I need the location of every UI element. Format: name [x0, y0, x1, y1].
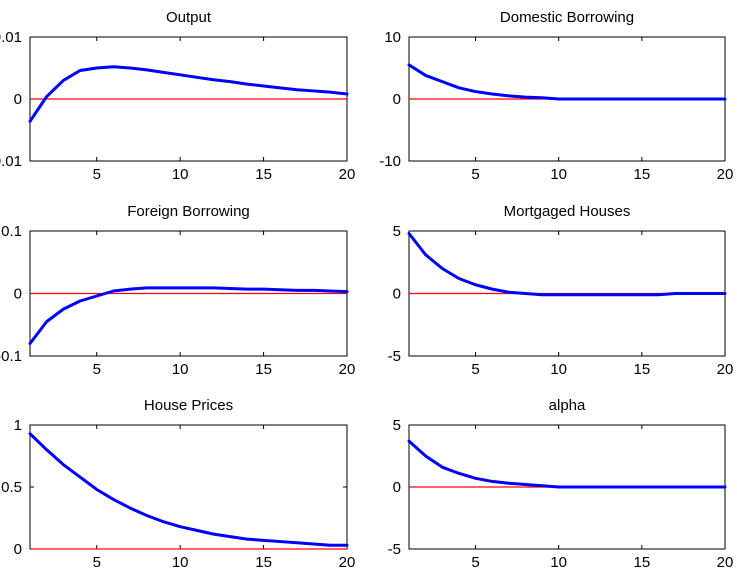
series-line	[407, 439, 727, 489]
subplot-title: alpha	[549, 397, 586, 414]
y-tick-label: 0.01	[0, 29, 22, 46]
series-line	[407, 232, 727, 297]
subplot-title: House Prices	[144, 397, 233, 414]
y-tick-label: 0	[393, 91, 401, 108]
x-tick-label: 5	[93, 166, 101, 183]
subplot-1: Output 5 10 15 20 -0.01 0 0.01	[0, 9, 355, 183]
y-tick-label: -5	[388, 541, 401, 558]
x-tick-label: 5	[471, 361, 479, 378]
x-tick-label: 20	[717, 554, 734, 571]
y-tick-label: 10	[384, 29, 401, 46]
x-tick-label: 20	[339, 554, 356, 571]
x-tick-label: 5	[93, 554, 101, 571]
subplot-5: House Prices 5 10 15 20 0 0.5 1	[1, 397, 355, 571]
x-tick-label: 15	[255, 554, 272, 571]
subplot-2: Domestic Borrowing 5 10 15 20 -10 0 10	[379, 9, 733, 183]
y-tick-label: 0	[393, 286, 401, 303]
y-tick-label: 0	[14, 91, 22, 108]
series-line	[407, 63, 727, 101]
y-tick-label: 0	[14, 286, 22, 303]
y-tick-label: -10	[379, 153, 401, 170]
x-tick-label: 15	[633, 554, 650, 571]
series-line	[28, 432, 349, 547]
x-tick-label: 20	[339, 361, 356, 378]
x-tick-label: 15	[255, 166, 272, 183]
x-tick-label: 5	[471, 554, 479, 571]
x-tick-label: 15	[633, 166, 650, 183]
subplot-4: Mortgaged Houses 5 10 15 20 -5 0 5	[388, 203, 734, 378]
series-line	[28, 286, 349, 345]
series-line	[28, 65, 349, 123]
y-tick-label: 0.1	[1, 223, 22, 240]
y-tick-label: 5	[393, 417, 401, 434]
x-tick-label: 15	[255, 361, 272, 378]
y-tick-label: -5	[388, 348, 401, 365]
x-tick-label: 10	[550, 361, 567, 378]
subplot-3: Foreign Borrowing 5 10 15 20 -0.1 0 0.1	[0, 203, 355, 378]
x-tick-label: 5	[93, 361, 101, 378]
x-tick-label: 10	[172, 166, 189, 183]
y-tick-label: -0.1	[0, 348, 22, 365]
x-tick-label: 10	[550, 166, 567, 183]
x-tick-label: 5	[471, 166, 479, 183]
subplot-title: Domestic Borrowing	[500, 9, 634, 26]
subplot-title: Foreign Borrowing	[127, 203, 250, 220]
x-tick-label: 20	[717, 166, 734, 183]
subplot-title: Output	[166, 9, 212, 26]
x-tick-label: 20	[717, 361, 734, 378]
subplot-6: alpha 5 10 15 20 -5 0 5	[388, 397, 734, 571]
y-tick-label: 0	[14, 541, 22, 558]
x-tick-label: 20	[339, 166, 356, 183]
subplot-title: Mortgaged Houses	[504, 203, 631, 220]
y-tick-label: 0.5	[1, 479, 22, 496]
x-tick-label: 10	[172, 554, 189, 571]
x-tick-label: 15	[633, 361, 650, 378]
axes-frame	[29, 424, 348, 550]
y-tick-label: 0	[393, 479, 401, 496]
y-tick-label: 1	[14, 417, 22, 434]
y-tick-label: 5	[393, 223, 401, 240]
x-tick-label: 10	[172, 361, 189, 378]
x-tick-label: 10	[550, 554, 567, 571]
y-tick-label: -0.01	[0, 153, 22, 170]
